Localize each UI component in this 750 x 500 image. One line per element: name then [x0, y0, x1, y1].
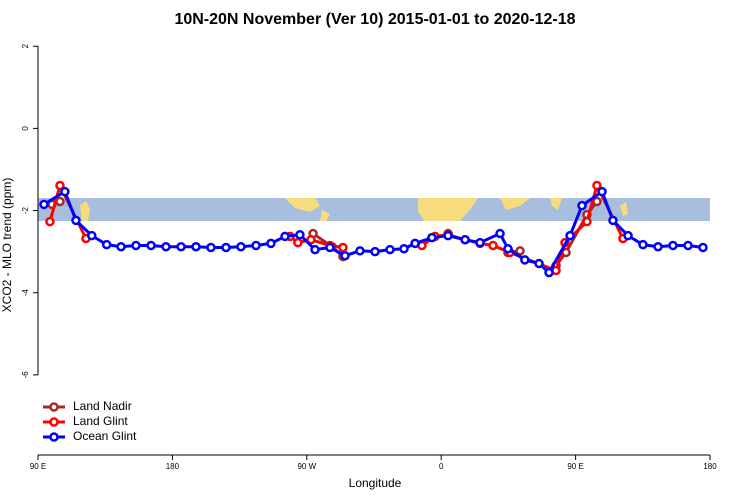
x-tick-label: 180 [703, 462, 717, 471]
point [161, 241, 171, 252]
point [146, 240, 156, 251]
y-tick-label: -4 [21, 289, 30, 297]
y-axis-label: XCO2 - MLO trend (ppm) [0, 178, 14, 313]
point [520, 255, 530, 265]
x-tick-label: 180 [166, 462, 180, 471]
legend-label: Land Nadir [73, 399, 132, 413]
point [443, 230, 453, 241]
point [410, 238, 420, 249]
point [544, 267, 554, 278]
x-tick-label: 90 W [297, 462, 316, 471]
point [385, 244, 395, 255]
point [503, 244, 513, 254]
x-axis-label: Longitude [349, 476, 402, 490]
point [475, 237, 485, 248]
point [176, 241, 186, 252]
point [295, 230, 305, 240]
point [236, 241, 246, 252]
point [87, 230, 97, 241]
point [306, 234, 316, 245]
point [325, 242, 335, 253]
point [39, 199, 49, 210]
point [206, 242, 216, 253]
map-strip [38, 198, 710, 221]
point [221, 242, 231, 253]
point [577, 200, 587, 211]
point [101, 239, 112, 250]
point [638, 239, 648, 250]
legend-marker [49, 402, 59, 412]
point [370, 246, 380, 257]
point [116, 241, 126, 252]
point [399, 244, 409, 254]
point [515, 246, 525, 256]
point [266, 238, 276, 249]
point [338, 242, 348, 253]
legend-marker [49, 417, 59, 427]
x-tick-label: 0 [439, 462, 444, 471]
legend-marker [49, 432, 59, 442]
point [427, 232, 437, 243]
point [280, 231, 290, 242]
point [488, 240, 498, 251]
legend-label: Ocean Glint [73, 429, 137, 443]
x-tick-label: 90 E [30, 462, 46, 471]
y-tick-label: 0 [21, 126, 30, 131]
point [45, 216, 55, 227]
point [683, 240, 693, 251]
point [608, 215, 618, 226]
legend-label: Land Glint [73, 414, 128, 428]
x-tick-label: 90 E [567, 462, 583, 471]
point [534, 258, 544, 269]
point [60, 186, 70, 197]
point [251, 240, 261, 251]
point [460, 234, 470, 245]
point [597, 186, 607, 197]
y-tick-label: 2 [21, 43, 30, 48]
point [582, 216, 592, 227]
point [592, 180, 602, 191]
point [355, 246, 365, 256]
point [623, 230, 633, 241]
point [131, 240, 141, 251]
point [565, 230, 575, 241]
point [55, 180, 65, 191]
point [653, 241, 663, 252]
point [668, 240, 678, 251]
point [495, 228, 505, 239]
point [293, 237, 303, 248]
point [71, 215, 81, 226]
y-tick-label: -2 [21, 206, 30, 214]
y-tick-label: -6 [21, 371, 30, 379]
point [698, 242, 708, 253]
point [310, 244, 320, 255]
point [340, 250, 350, 261]
chart-title: 10N-20N November (Ver 10) 2015-01-01 to … [174, 11, 575, 28]
point [191, 241, 201, 252]
